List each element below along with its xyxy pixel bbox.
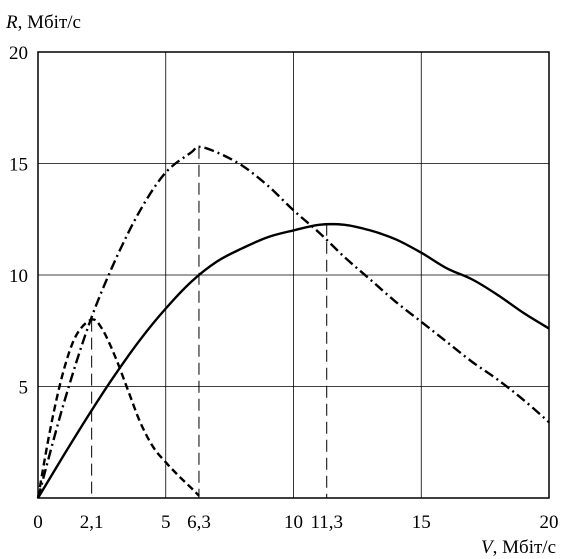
series-line-dashed xyxy=(36,318,200,499)
y-tick-label: 10 xyxy=(9,266,28,287)
x-tick-label: 15 xyxy=(412,512,431,533)
y-axis-title: R, Мбіт/с xyxy=(5,12,81,33)
y-axis-variable: R xyxy=(5,12,18,33)
x-tick-label: 20 xyxy=(540,512,559,533)
x-tick-label: 2,1 xyxy=(80,512,104,533)
x-tick-label: 6,3 xyxy=(187,512,211,533)
x-tick-label: 5 xyxy=(161,512,171,533)
x-tick-label: 0 xyxy=(33,512,43,533)
tick-labels: 0 2,1 5 6,3 10 11,3 15 20 5 10 15 20 xyxy=(9,43,559,533)
x-tick-label: 10 xyxy=(284,512,303,533)
x-axis-title: V, Мбіт/с xyxy=(481,537,556,558)
vertical-markers xyxy=(91,146,328,498)
series-line-solid xyxy=(36,222,550,499)
series-line-dash-dot xyxy=(36,145,550,499)
grid xyxy=(38,52,549,498)
y-tick-label: 20 xyxy=(9,43,28,64)
plot-frame xyxy=(37,51,550,499)
y-tick-label: 5 xyxy=(19,378,29,399)
y-axis-unit: , Мбіт/с xyxy=(18,12,81,33)
series-lines xyxy=(36,145,550,499)
x-axis-variable: V xyxy=(481,537,495,558)
x-axis-unit: , Мбіт/с xyxy=(493,537,556,558)
y-tick-label: 15 xyxy=(9,155,28,176)
x-tick-label: 11,3 xyxy=(310,512,343,533)
